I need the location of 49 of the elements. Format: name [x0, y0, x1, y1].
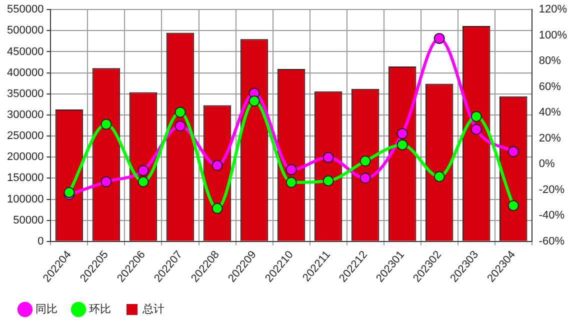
point: [286, 176, 297, 188]
y2-tick-label: 100%: [538, 29, 568, 42]
point: [508, 146, 519, 158]
y-tick-label: 300000: [6, 108, 44, 121]
point: [212, 160, 223, 171]
y-tick-label: 350000: [6, 88, 44, 100]
y-tick-label: 400000: [6, 66, 44, 79]
y-tick-label: 500000: [6, 24, 44, 37]
point: [434, 32, 445, 44]
point: [138, 176, 149, 188]
point: [174, 120, 186, 132]
y-tick-label: 0: [38, 235, 44, 248]
y2-tick-label: -40%: [538, 210, 565, 222]
legend-label: 环比: [89, 302, 111, 316]
y-tick-label: 150000: [6, 172, 44, 184]
point: [470, 124, 482, 135]
y2-tick-label: -20%: [538, 184, 565, 196]
point: [100, 118, 112, 130]
y-tick-label: 450000: [6, 46, 44, 58]
point: [322, 152, 334, 163]
point: [508, 200, 519, 212]
point: [248, 96, 260, 107]
point: [286, 164, 297, 176]
y2-tick-label: 80%: [538, 55, 562, 68]
point: [64, 186, 75, 198]
y2-tick-label: 60%: [538, 80, 562, 93]
legend-label: 同比: [36, 302, 58, 316]
point: [396, 128, 408, 140]
point: [212, 202, 223, 214]
y-tick-label: 100000: [6, 193, 44, 206]
point: [174, 106, 186, 118]
point: [322, 175, 334, 186]
y-tick-label: 250000: [6, 130, 44, 142]
point: [396, 139, 408, 150]
point: [100, 176, 112, 188]
y-tick-label: 50000: [13, 214, 44, 226]
point: [470, 110, 482, 122]
y2-tick-label: 20%: [538, 132, 562, 144]
point: [360, 156, 371, 167]
y-tick-label: 550000: [6, 4, 44, 16]
y2-tick-label: 120%: [538, 4, 568, 16]
y2-tick-label: 0%: [538, 158, 555, 170]
point: [434, 171, 445, 182]
point: [138, 165, 149, 176]
legend-label: 总计: [142, 302, 164, 316]
y2-tick-label: -60%: [538, 235, 565, 248]
point: [360, 172, 371, 184]
y2-tick-label: 40%: [538, 106, 562, 119]
y-tick-label: 200000: [6, 151, 44, 164]
